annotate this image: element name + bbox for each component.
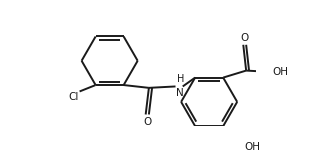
Text: H: H — [177, 74, 184, 84]
Text: OH: OH — [272, 67, 288, 77]
Text: OH: OH — [244, 142, 260, 152]
Text: Cl: Cl — [68, 92, 79, 102]
Text: N: N — [176, 88, 184, 98]
Text: O: O — [240, 33, 249, 43]
Text: O: O — [143, 117, 152, 127]
